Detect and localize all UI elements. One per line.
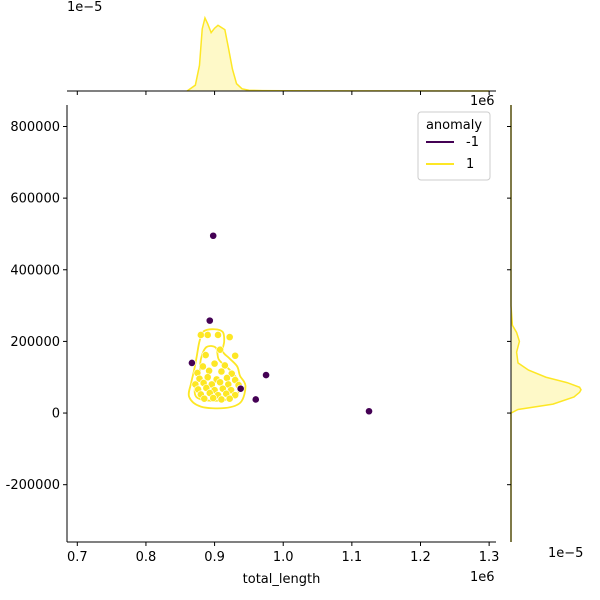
scatter-point-normal bbox=[209, 394, 218, 402]
legend-entry-label: 1 bbox=[466, 157, 474, 172]
scatter-point-normal bbox=[216, 345, 224, 354]
right-marginal-offset-label: 1e−5 bbox=[548, 546, 583, 561]
scatter-point-anomaly bbox=[365, 407, 373, 416]
right-marginal-kde: 1e−5 bbox=[507, 105, 583, 561]
x-axis-label: total_length bbox=[243, 572, 321, 587]
y-axis-offset-label: 1e6 bbox=[470, 94, 495, 109]
y-tick-label: -200000 bbox=[6, 478, 60, 493]
right-marginal-ticks bbox=[507, 125, 511, 486]
legend: anomaly -11 bbox=[417, 111, 491, 181]
right-marginal-line bbox=[510, 105, 582, 542]
scatter-points bbox=[188, 231, 373, 416]
top-marginal-fill bbox=[187, 18, 490, 91]
scatter-point-normal bbox=[200, 394, 209, 403]
y-tick-label: 0 bbox=[52, 407, 60, 422]
scatter-point-anomaly bbox=[236, 384, 245, 393]
y-tick-label: 200000 bbox=[10, 335, 60, 350]
main-scatter-plot: 0.7 0.8 0.9 1.0 1.1 1.2 1.3 -200000 0 200000 4000… bbox=[6, 94, 500, 587]
scatter-point-anomaly bbox=[205, 316, 214, 325]
scatter-point-normal bbox=[225, 333, 234, 342]
scatter-point-normal bbox=[201, 351, 210, 359]
x-tick-label: 0.8 bbox=[136, 550, 157, 565]
scatter-point-normal bbox=[217, 395, 226, 404]
top-marginal-kde: 1e−5 bbox=[67, 0, 496, 95]
scatter-point-normal bbox=[203, 331, 212, 339]
scatter-point-normal bbox=[231, 391, 240, 400]
legend-title: anomaly bbox=[426, 118, 482, 133]
scatter-point-anomaly bbox=[262, 371, 270, 379]
legend-entries: -11 bbox=[426, 135, 479, 172]
scatter-point-anomaly bbox=[251, 395, 260, 404]
scatter-point-normal bbox=[225, 394, 234, 403]
scatter-point-normal bbox=[227, 369, 236, 378]
y-tick-label: 600000 bbox=[10, 192, 60, 207]
x-tick-label: 0.7 bbox=[67, 550, 88, 565]
scatter-point-normal bbox=[203, 373, 212, 382]
right-marginal-fill bbox=[511, 105, 581, 542]
x-axis-offset-label: 1e6 bbox=[470, 570, 495, 585]
x-tick-label: 1.1 bbox=[342, 550, 363, 565]
top-marginal-offset-label: 1e−5 bbox=[67, 0, 102, 15]
x-tick-label: 0.9 bbox=[204, 550, 225, 565]
scatter-point-normal bbox=[216, 378, 224, 387]
scatter-point-normal bbox=[210, 359, 219, 368]
scatter-point-normal bbox=[199, 362, 207, 371]
y-tick-label: 400000 bbox=[10, 263, 60, 278]
scatter-point-normal bbox=[220, 361, 229, 370]
x-tick-label: 1.3 bbox=[479, 550, 500, 565]
y-tick-label: 800000 bbox=[10, 120, 60, 135]
y-axis-ticks: -200000 0 200000 400000 600000 800000 bbox=[6, 120, 67, 493]
scatter-point-normal bbox=[196, 331, 205, 339]
scatter-point-normal bbox=[205, 366, 213, 375]
scatter-point-normal bbox=[214, 331, 222, 339]
x-tick-label: 1.0 bbox=[273, 550, 294, 565]
x-axis-ticks: 0.7 0.8 0.9 1.0 1.1 1.2 1.3 bbox=[67, 542, 500, 565]
scatter-point-normal bbox=[217, 367, 226, 376]
scatter-point-normal bbox=[223, 374, 231, 382]
scatter-point-normal bbox=[231, 351, 240, 360]
scatter-point-anomaly bbox=[209, 231, 218, 240]
top-marginal-ticks bbox=[76, 91, 490, 95]
x-tick-label: 1.2 bbox=[410, 550, 431, 565]
scatter-point-anomaly bbox=[188, 359, 196, 367]
legend-entry-label: -1 bbox=[466, 135, 479, 150]
